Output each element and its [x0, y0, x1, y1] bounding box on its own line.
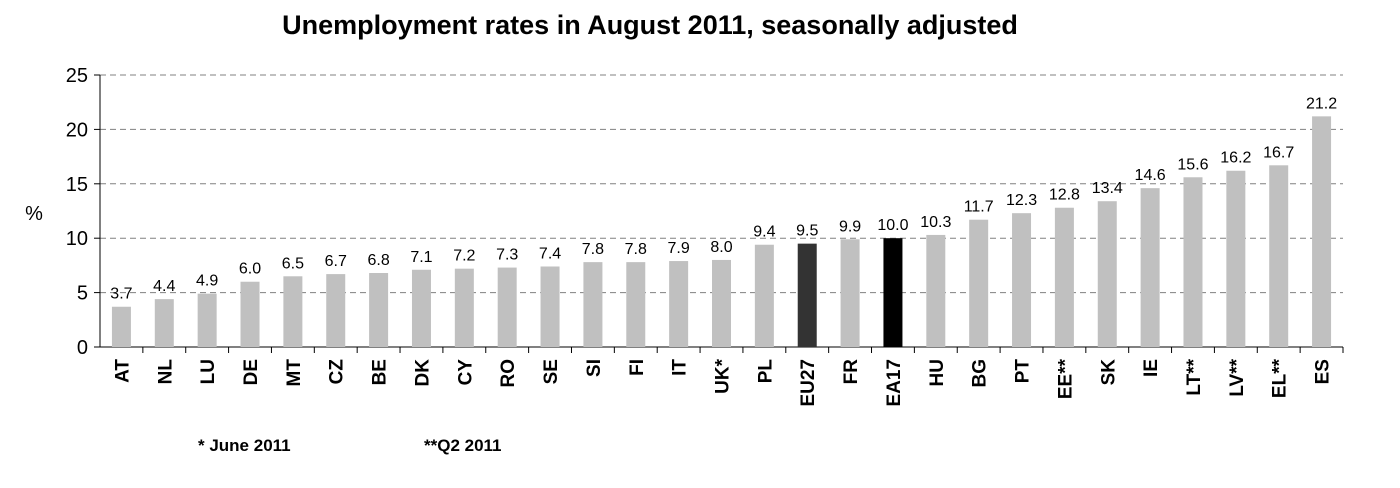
bar	[326, 274, 346, 347]
y-tick-label: 20	[66, 119, 88, 141]
category-label: PT	[1013, 359, 1034, 384]
y-axis-label: %	[25, 203, 43, 225]
category-label: BG	[970, 359, 991, 388]
data-label: 7.8	[582, 241, 604, 258]
y-tick-label: 10	[66, 228, 88, 250]
category-label: EL**	[1270, 358, 1291, 398]
data-label: 7.2	[453, 248, 475, 265]
bar	[154, 299, 174, 347]
data-label: 12.8	[1049, 187, 1080, 204]
category-label: LU	[198, 359, 219, 384]
data-label: 16.7	[1263, 144, 1294, 161]
y-tick-label: 15	[66, 174, 88, 196]
data-label: 6.0	[239, 261, 261, 278]
bar	[1226, 170, 1246, 347]
data-label: 9.5	[796, 223, 818, 240]
category-label: FI	[627, 359, 648, 376]
category-label: EA17	[884, 359, 905, 407]
data-label: 7.8	[625, 241, 647, 258]
category-label: DK	[412, 359, 433, 387]
data-label: 21.2	[1306, 95, 1337, 112]
y-tick-label: 5	[77, 283, 88, 305]
data-label: 10.0	[877, 217, 908, 234]
bar	[926, 234, 946, 347]
data-label: 13.4	[1092, 180, 1123, 197]
data-label: 6.8	[367, 252, 389, 269]
category-label: DE	[241, 359, 262, 385]
category-label: SK	[1098, 359, 1119, 386]
bar	[754, 244, 774, 347]
bar	[1054, 207, 1074, 347]
bar	[883, 238, 903, 347]
bar	[840, 239, 860, 347]
bar	[583, 262, 603, 347]
data-label: 10.3	[920, 214, 951, 231]
chart-title: Unemployment rates in August 2011, seaso…	[282, 10, 1018, 40]
category-label: LV**	[1227, 358, 1248, 396]
category-label: PL	[755, 359, 776, 384]
bar	[454, 268, 474, 347]
data-label: 11.7	[964, 199, 994, 216]
category-label: AT	[112, 359, 133, 383]
bar	[1012, 213, 1032, 347]
bar	[712, 259, 731, 347]
data-label: 16.2	[1220, 150, 1251, 167]
bar	[283, 276, 303, 347]
data-label: 7.1	[410, 249, 432, 266]
data-label: 4.9	[196, 273, 218, 290]
y-tick-label: 25	[66, 65, 88, 87]
bar	[626, 262, 646, 347]
category-label: FR	[841, 359, 862, 385]
data-label: 4.4	[153, 278, 175, 295]
category-label: RO	[498, 359, 519, 388]
category-label: LT**	[1184, 358, 1205, 395]
bar	[1312, 116, 1332, 348]
y-tick-label: 0	[77, 337, 88, 359]
bar	[497, 267, 517, 347]
bar	[669, 261, 689, 347]
bar	[197, 293, 217, 347]
bar	[369, 273, 389, 347]
data-label: 7.9	[668, 240, 690, 257]
bar	[1183, 177, 1203, 347]
category-label: BE	[370, 359, 391, 385]
category-label: MT	[284, 359, 305, 387]
data-label: 8.0	[710, 239, 732, 256]
footnote-q2: **Q2 2011	[424, 436, 502, 455]
data-label: 14.6	[1135, 167, 1166, 184]
category-label: SI	[584, 359, 605, 377]
category-label: ES	[1313, 359, 1334, 384]
data-label: 15.6	[1177, 156, 1208, 173]
category-label: CZ	[327, 359, 348, 385]
footnote-june: * June 2011	[198, 436, 291, 455]
bar	[540, 266, 560, 347]
bar	[411, 269, 431, 347]
data-label: 6.5	[282, 255, 304, 272]
data-label: 3.7	[110, 286, 132, 303]
category-label: UK*	[713, 358, 734, 393]
data-label: 9.4	[753, 224, 775, 241]
data-label: 6.7	[325, 253, 347, 270]
category-label: EU27	[798, 359, 819, 407]
data-label: 7.3	[496, 247, 518, 264]
category-label: CY	[455, 359, 476, 386]
category-label: NL	[155, 359, 176, 385]
category-label: IT	[670, 359, 691, 376]
category-label: SE	[541, 359, 562, 384]
bar	[1140, 188, 1160, 347]
data-label: 12.3	[1006, 192, 1037, 209]
bar	[111, 306, 131, 347]
bar	[969, 219, 989, 347]
data-label: 7.4	[539, 245, 561, 262]
category-label: HU	[927, 359, 948, 386]
bar	[1097, 201, 1117, 347]
bar	[240, 281, 260, 347]
bar	[797, 243, 817, 347]
bar	[1269, 165, 1289, 347]
data-label: 9.9	[839, 218, 861, 235]
category-label: IE	[1141, 359, 1162, 377]
category-label: EE**	[1055, 358, 1076, 399]
